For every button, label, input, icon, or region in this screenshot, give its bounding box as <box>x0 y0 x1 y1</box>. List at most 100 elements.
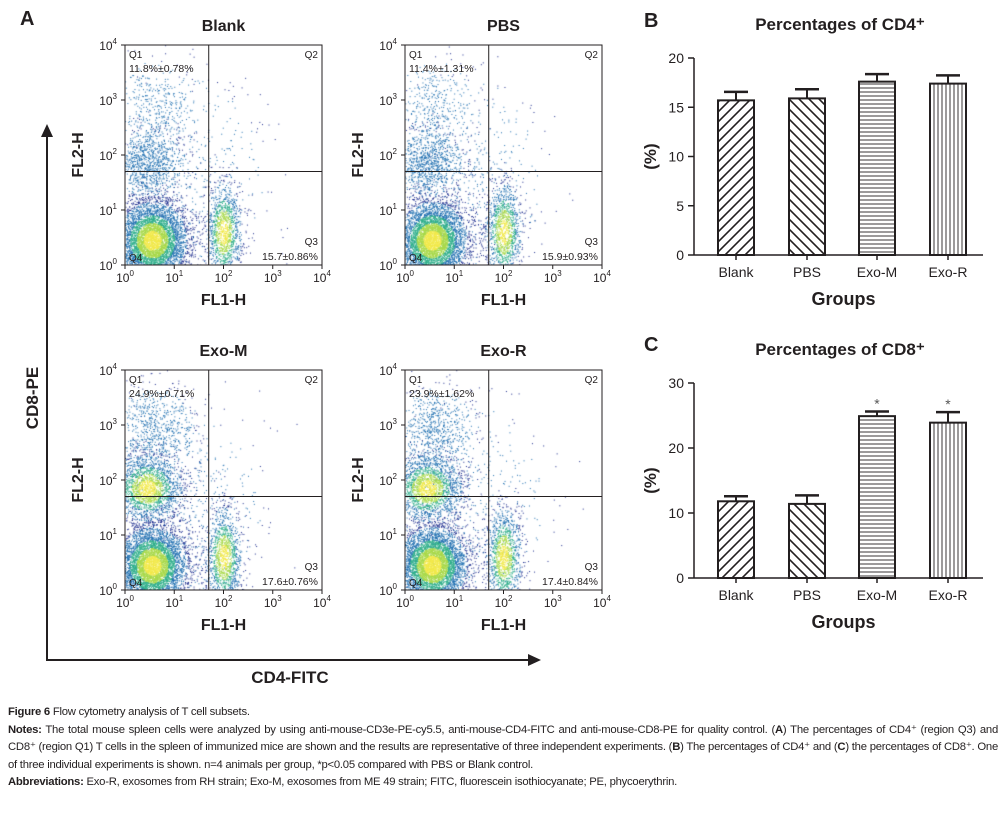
y-tick-label: 103 <box>99 417 117 433</box>
y-tick-exponent: 1 <box>393 202 398 211</box>
q1-label: Q1 <box>409 375 423 386</box>
y-tick-exponent: 0 <box>113 257 118 266</box>
x-tick-label: 103 <box>264 269 282 285</box>
x-tick-exponent: 3 <box>277 269 282 278</box>
x-tick-label: 101 <box>445 594 463 610</box>
bar-chart-cd4: Percentages of CD4⁺ 0 5 10 15 20 (%) Groups Blan… <box>641 15 983 309</box>
x-axis-label: FL1-H <box>201 617 246 630</box>
y-tick-exponent: 0 <box>393 257 398 266</box>
q3-value: 17.4±0.84% <box>542 576 598 588</box>
x-tick-label: 100 <box>116 594 134 610</box>
q4-label: Q4 <box>409 578 423 589</box>
x-tick-label: Exo-M <box>857 587 897 603</box>
y-tick-exponent: 4 <box>393 362 398 371</box>
panel-letter-a: A <box>20 8 35 30</box>
notes-ref-a: A <box>775 723 783 736</box>
q3-value: 17.6±0.76% <box>262 576 318 588</box>
y-tick-label: 5 <box>676 198 684 214</box>
y-tick-label: 104 <box>379 362 397 378</box>
x-tick-label: PBS <box>793 264 821 280</box>
caption-abbreviations: Abbreviations: Exo-R, exosomes from RH s… <box>8 774 998 792</box>
x-axis-label: FL1-H <box>481 292 526 305</box>
flow-plot-axes: PBSQ111.4%±1.31%Q2Q315.9±0.93%Q410010010… <box>350 18 611 305</box>
q2-label: Q2 <box>305 50 319 61</box>
y-tick-label: 104 <box>99 37 117 53</box>
y-tick-label: 102 <box>99 472 117 488</box>
x-tick-exponent: 1 <box>179 594 184 603</box>
x-tick-exponent: 2 <box>508 594 513 603</box>
notes-label: Notes: <box>8 723 42 736</box>
q3-value: 15.9±0.93% <box>542 251 598 263</box>
q1-value: 24.9%±0.71% <box>129 388 194 400</box>
plot-frame <box>124 369 323 591</box>
q1-label: Q1 <box>129 50 143 61</box>
y-tick-label: 100 <box>99 257 117 273</box>
x-axis-label: FL1-H <box>481 617 526 630</box>
x-tick-exponent: 3 <box>277 594 282 603</box>
scatter-points <box>405 370 602 590</box>
significance-marker: * <box>945 396 951 412</box>
y-tick-label: 101 <box>99 202 117 218</box>
outer-y-arrow-head <box>41 124 53 137</box>
plot-frame <box>404 44 603 266</box>
y-tick-exponent: 1 <box>393 527 398 536</box>
x-axis-label: Groups <box>811 289 875 309</box>
x-tick-exponent: 3 <box>557 269 562 278</box>
y-axis-label: FL2-H <box>350 132 367 177</box>
x-tick-label: 102 <box>495 594 513 610</box>
q3-label: Q3 <box>305 562 319 573</box>
x-tick-exponent: 1 <box>459 594 464 603</box>
flow-plot-axes: BlankQ111.8%±0.78%Q2Q315.7±0.86%Q4100100… <box>70 18 331 305</box>
y-tick-label: 101 <box>379 202 397 218</box>
notes-text: The total mouse spleen cells were analyz… <box>41 723 775 736</box>
notes-ref-b: B <box>672 741 681 753</box>
y-tick-label: 103 <box>379 417 397 433</box>
figure-title: Flow cytometry analysis of T cell subset… <box>49 706 250 718</box>
y-tick-exponent: 4 <box>113 37 118 46</box>
x-tick-exponent: 2 <box>228 594 233 603</box>
flow-plot-exo-r: Exo-R Q1 23.9%±1.62% Q2 Q3 17.4±0.84% Q4 100 100… <box>310 330 630 630</box>
y-tick-label: 10 <box>668 149 684 165</box>
y-axis-label: FL2-H <box>70 457 87 502</box>
y-tick-label: 100 <box>379 257 397 273</box>
x-tick-label: 104 <box>593 269 611 285</box>
x-tick-label: Blank <box>718 587 754 603</box>
y-tick-label: 10 <box>668 505 684 521</box>
x-tick-label: PBS <box>793 587 821 603</box>
x-tick-label: 100 <box>116 269 134 285</box>
flow-plot-axes: Exo-MQ124.9%±0.71%Q2Q317.6±0.76%Q4100100… <box>70 343 331 630</box>
figure-caption: Figure 6 Flow cytometry analysis of T ce… <box>8 704 998 792</box>
notes-text: ) The percentages of CD4⁺ (region Q3) an… <box>8 723 998 754</box>
y-tick-exponent: 3 <box>393 92 398 101</box>
y-tick-exponent: 2 <box>113 472 118 481</box>
q3-value: 15.7±0.86% <box>262 251 318 263</box>
flow-plot-title: Blank <box>202 18 246 35</box>
q1-label: Q1 <box>409 50 423 61</box>
bar-chart-cd8: Percentages of CD8⁺ 0 10 20 30 (%) Groups Blank… <box>641 340 983 632</box>
x-tick-exponent: 4 <box>326 269 331 278</box>
q3-label: Q3 <box>585 237 599 248</box>
flow-plot-blank: Blank Q1 11.8%±0.78% Q2 Q3 15.7±0.86% Q4 100 100… <box>30 5 350 305</box>
scatter-points <box>405 45 602 265</box>
flow-plot-title: Exo-R <box>480 343 527 360</box>
x-axis-label: FL1-H <box>201 292 246 305</box>
y-tick-label: 101 <box>99 527 117 543</box>
y-tick-label: 102 <box>379 472 397 488</box>
x-tick-exponent: 0 <box>129 269 134 278</box>
outer-x-arrow-head <box>528 654 541 666</box>
x-tick-exponent: 1 <box>459 269 464 278</box>
x-tick-label: Exo-M <box>857 264 897 280</box>
flow-plot-title: Exo-M <box>200 343 248 360</box>
abbrev-label: Abbreviations: <box>8 776 84 788</box>
y-axis-label: (%) <box>641 143 660 169</box>
x-tick-label: 100 <box>396 269 414 285</box>
y-tick-label: 100 <box>99 582 117 598</box>
panel-a-outer-axes: CD8-PE CD4-FITC <box>23 124 541 687</box>
y-axis-label: FL2-H <box>350 457 367 502</box>
x-tick-exponent: 2 <box>508 269 513 278</box>
y-tick-exponent: 2 <box>393 147 398 156</box>
y-axis-label: (%) <box>641 467 660 493</box>
significance-marker: * <box>874 396 880 412</box>
y-tick-label: 100 <box>379 582 397 598</box>
